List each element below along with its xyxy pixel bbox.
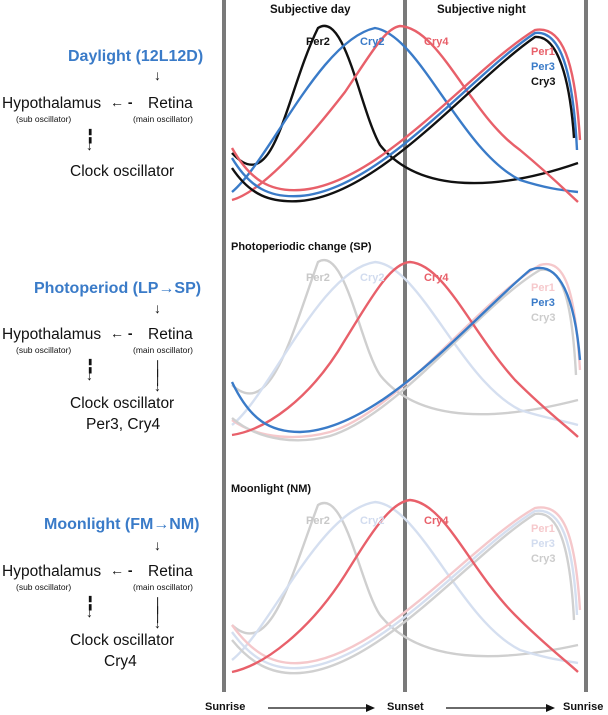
solid-arrow-down-icon: │ │ ↓ bbox=[154, 597, 163, 631]
label-cry4: Cry4 bbox=[424, 272, 449, 284]
label-per3: Per3 bbox=[531, 297, 555, 309]
curve-cry2 bbox=[231, 26, 579, 194]
hypothalamus-sub-label: (sub oscillator) bbox=[16, 582, 72, 592]
label-cry3-faded: Cry3 bbox=[531, 553, 556, 565]
curve-cry4 bbox=[231, 498, 579, 674]
retina-label: Retina bbox=[148, 326, 193, 343]
moonlight-chart-title: Moonlight (NM) bbox=[231, 483, 312, 495]
curve-per3 bbox=[230, 31, 579, 198]
curve-per1 bbox=[230, 28, 582, 192]
retina-label: Retina bbox=[148, 563, 193, 580]
label-per2-faded: Per2 bbox=[306, 515, 330, 527]
clock-oscillator-genes: Per3, Cry4 bbox=[86, 416, 161, 433]
photoperiod-title: Photoperiod (LP→SP) bbox=[34, 280, 202, 297]
label-per2-faded: Per2 bbox=[306, 272, 330, 284]
daylight-title: Daylight (12L12D) bbox=[68, 48, 204, 65]
label-cry3: Cry3 bbox=[531, 76, 556, 88]
clock-oscillator-label: Clock oscillator bbox=[70, 632, 175, 649]
dashed-arrow-down-icon: ╏ ↓ bbox=[86, 595, 95, 620]
label-per2: Per2 bbox=[306, 36, 330, 48]
curve-cry2-faded bbox=[231, 260, 579, 427]
curve-cry4 bbox=[231, 260, 579, 438]
dashed-arrow-left-icon: ← - bbox=[110, 94, 133, 110]
panel-daylight-curves bbox=[230, 24, 582, 203]
label-cry2-faded: Cry2 bbox=[360, 272, 385, 284]
hypothalamus-sub-label: (sub oscillator) bbox=[16, 114, 72, 124]
retina-label: Retina bbox=[148, 95, 193, 112]
retina-sub-label: (main oscillator) bbox=[133, 582, 193, 592]
input-arrow-icon: ↓ bbox=[154, 67, 161, 83]
curve-cry3-faded bbox=[231, 512, 576, 675]
photoperiod-chart-title: Photoperiodic change (SP) bbox=[231, 241, 372, 253]
clock-oscillator-label: Clock oscillator bbox=[70, 163, 175, 180]
hypothalamus-label: Hypothalamus bbox=[2, 563, 102, 580]
curve-per2 bbox=[231, 24, 579, 185]
subjective-day-header: Subjective day bbox=[270, 4, 351, 16]
curve-per1-faded bbox=[231, 506, 582, 665]
curve-per3 bbox=[230, 266, 582, 434]
label-per1-faded: Per1 bbox=[531, 523, 555, 535]
label-per1-faded: Per1 bbox=[531, 282, 555, 294]
curve-per3-faded bbox=[231, 509, 579, 670]
day-arrow-head bbox=[366, 704, 375, 712]
axis-sunrise-end: Sunrise bbox=[563, 701, 604, 713]
clock-oscillator-genes: Cry4 bbox=[104, 653, 137, 670]
curve-per2-faded bbox=[231, 258, 579, 416]
hypothalamus-label: Hypothalamus bbox=[2, 95, 102, 112]
input-arrow-icon: ↓ bbox=[154, 300, 161, 316]
moonlight-title: Moonlight (FM→NM) bbox=[44, 516, 200, 533]
label-per3-faded: Per3 bbox=[531, 538, 555, 550]
input-arrow-icon: ↓ bbox=[154, 537, 161, 553]
hypothalamus-label: Hypothalamus bbox=[2, 326, 102, 343]
clock-oscillator-label: Clock oscillator bbox=[70, 395, 175, 412]
dashed-arrow-left-icon: ← - bbox=[110, 325, 133, 341]
label-per1: Per1 bbox=[531, 46, 555, 58]
label-per3: Per3 bbox=[531, 61, 555, 73]
curve-cry3 bbox=[231, 35, 576, 203]
axis-sunrise-start: Sunrise bbox=[205, 701, 246, 713]
label-cry2: Cry2 bbox=[360, 36, 385, 48]
night-arrow-head bbox=[546, 704, 555, 712]
subjective-night-header: Subjective night bbox=[437, 4, 526, 16]
retina-sub-label: (main oscillator) bbox=[133, 114, 193, 124]
panel-photoperiod-curves bbox=[230, 258, 582, 442]
retina-sub-label: (main oscillator) bbox=[133, 345, 193, 355]
panel-moonlight-curves bbox=[231, 498, 582, 675]
curve-cry2-faded bbox=[231, 500, 579, 665]
solid-arrow-down-icon: │ │ ↓ bbox=[154, 360, 163, 394]
dashed-arrow-down-icon: ╏ ↓ bbox=[86, 128, 95, 153]
curve-per1-faded bbox=[231, 262, 582, 439]
curve-cry4 bbox=[231, 24, 579, 203]
label-cry4: Cry4 bbox=[424, 36, 449, 48]
dashed-arrow-left-icon: ← - bbox=[110, 562, 133, 578]
curve-per2-faded bbox=[231, 501, 579, 658]
label-cry4: Cry4 bbox=[424, 515, 449, 527]
dashed-arrow-down-icon: ╏ ↓ bbox=[86, 358, 95, 383]
hypothalamus-sub-label: (sub oscillator) bbox=[16, 345, 72, 355]
axis-sunset: Sunset bbox=[387, 701, 424, 713]
label-cry2-faded: Cry2 bbox=[360, 515, 385, 527]
label-cry3-faded: Cry3 bbox=[531, 312, 556, 324]
